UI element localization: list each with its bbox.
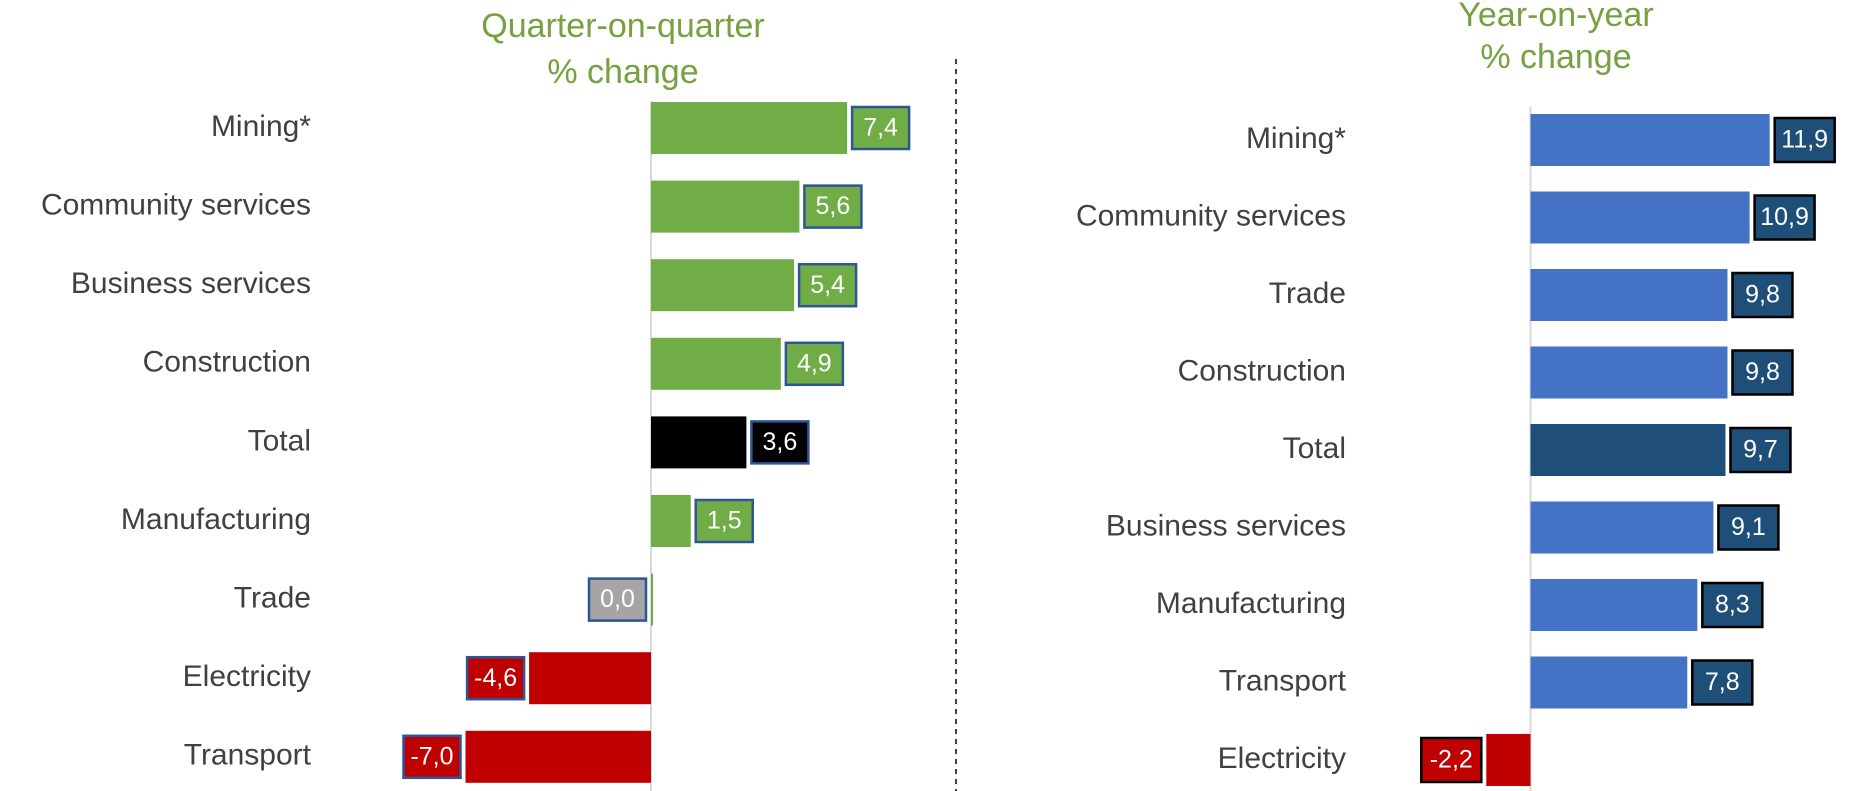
- category-label: Transport: [1219, 664, 1347, 697]
- bar: [1530, 656, 1688, 709]
- value-label-box: [1717, 504, 1780, 551]
- category-label: Manufacturing: [121, 503, 311, 536]
- value-label: 11,9: [1781, 126, 1828, 154]
- category-label: Community services: [41, 189, 311, 222]
- category-label: Transport: [184, 739, 312, 772]
- bar: [651, 337, 781, 390]
- bar: [465, 730, 651, 783]
- category-label: Trade: [234, 582, 311, 615]
- value-label-box: [587, 577, 648, 622]
- bar: [1530, 346, 1728, 399]
- category-label: Total: [1283, 432, 1346, 465]
- value-label-box: [694, 498, 754, 544]
- value-label-box: [1753, 194, 1816, 241]
- bar: [1486, 734, 1531, 786]
- bar: [1530, 191, 1750, 244]
- value-label: 9,8: [1745, 358, 1780, 386]
- value-label-box: [750, 420, 810, 465]
- value-label: 5,4: [810, 271, 845, 299]
- value-label-box: [803, 184, 863, 229]
- value-label-box: [784, 341, 845, 387]
- value-label: 3,6: [763, 428, 798, 456]
- value-label-box: [1701, 581, 1764, 629]
- category-label: Manufacturing: [1156, 587, 1346, 620]
- value-label: 4,9: [797, 349, 832, 377]
- bar: [1530, 424, 1726, 476]
- value-label: 9,7: [1743, 436, 1778, 464]
- value-label: 9,8: [1745, 281, 1780, 309]
- value-label: -2,2: [1430, 746, 1473, 774]
- chart-title: Quarter-on-quarter: [481, 7, 764, 45]
- bar: [1530, 269, 1728, 321]
- bar: [651, 573, 653, 626]
- value-label: -4,6: [474, 664, 517, 692]
- value-label: 1,5: [707, 507, 742, 535]
- bar: [529, 652, 651, 705]
- bar: [1530, 501, 1714, 554]
- bar: [651, 416, 747, 469]
- chart-title: % change: [547, 53, 698, 91]
- value-label-box: [1420, 736, 1483, 784]
- value-label: 7,8: [1705, 668, 1740, 696]
- value-label-box: [797, 262, 858, 308]
- category-label: Mining*: [1246, 122, 1346, 155]
- category-label: Business services: [1106, 509, 1346, 542]
- category-label: Electricity: [183, 660, 311, 693]
- value-label-box: [465, 655, 526, 701]
- category-label: Total: [248, 424, 311, 457]
- value-label-box: [1691, 659, 1754, 706]
- category-label: Trade: [1269, 277, 1346, 310]
- value-label: 9,1: [1731, 513, 1766, 541]
- category-label: Electricity: [1218, 742, 1346, 775]
- chart-title: % change: [1480, 38, 1631, 76]
- category-label: Construction: [143, 346, 311, 379]
- value-label: 8,3: [1715, 591, 1750, 619]
- category-label: Mining*: [211, 110, 311, 143]
- value-label-box: [850, 105, 911, 151]
- value-label: -7,0: [410, 742, 453, 770]
- value-label-box: [1729, 426, 1792, 474]
- bar: [651, 259, 795, 312]
- value-label: 5,6: [816, 192, 851, 220]
- bar: [651, 102, 848, 154]
- value-label-box: [1773, 116, 1836, 164]
- category-label: Business services: [71, 267, 311, 300]
- bar: [651, 180, 800, 233]
- bar: [1530, 114, 1770, 166]
- value-label-box: [1731, 349, 1794, 396]
- value-label: 10,9: [1760, 203, 1809, 231]
- category-label: Construction: [1178, 354, 1346, 387]
- value-label-box: [1731, 271, 1794, 319]
- value-label: 7,4: [863, 114, 898, 142]
- value-label: 0,0: [600, 585, 635, 613]
- bar: [651, 495, 691, 547]
- category-label: Community services: [1076, 199, 1346, 232]
- bar: [1530, 579, 1698, 631]
- value-label-box: [402, 734, 462, 780]
- chart-title: Year-on-year: [1458, 0, 1653, 34]
